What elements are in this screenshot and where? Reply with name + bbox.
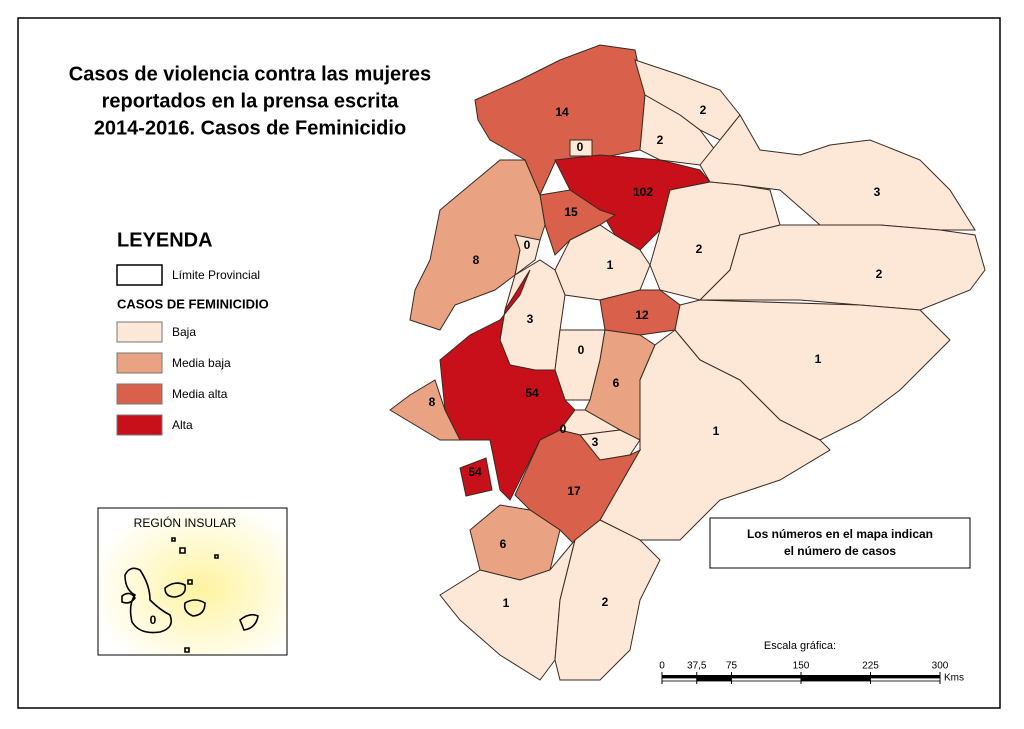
province-value: 6 (613, 376, 620, 390)
scale-segment (870, 675, 940, 678)
inset-title: REGIÓN INSULAR (134, 515, 237, 530)
scale-segment (731, 677, 802, 682)
province (554, 519, 661, 681)
province-value: 0 (560, 422, 567, 436)
province-value: 2 (602, 595, 609, 609)
scale-tick-label: 0 (659, 661, 665, 672)
province-value: 8 (473, 253, 480, 267)
scale-segment (801, 675, 871, 678)
province-value: 54 (468, 465, 482, 479)
province (514, 429, 642, 551)
island (121, 592, 136, 604)
title-line: reportados en la prensa escrita (102, 90, 400, 112)
title: Casos de violencia contra las mujeres re… (69, 63, 431, 139)
scale-tick-label: 75 (726, 661, 738, 672)
province-value: 3 (874, 185, 881, 199)
province-value: 102 (633, 185, 653, 199)
scale-tick-label: 37,5 (687, 661, 707, 672)
legend-category-title: CASOS DE FEMINICIDIO (117, 296, 269, 311)
province (439, 269, 576, 501)
province-value: 1 (607, 258, 614, 272)
province-value: 1 (713, 424, 720, 438)
province-value: 2 (696, 242, 703, 256)
legend-swatch (116, 414, 163, 436)
legend-swatch (116, 383, 163, 405)
province-value: 8 (429, 395, 436, 409)
scale-segment (870, 677, 941, 682)
legend-boundary-label: Límite Provincial (172, 268, 260, 282)
scale-unit: Kms (944, 673, 964, 684)
legend-swatch (116, 352, 163, 374)
province (389, 379, 461, 441)
province-value: 2 (657, 133, 664, 147)
province-value: 17 (567, 484, 581, 498)
province-value: 0 (577, 140, 584, 154)
scale-tick-label: 300 (932, 661, 949, 672)
province-value: 0 (524, 238, 531, 252)
scale-segment (662, 675, 697, 678)
island (183, 599, 206, 617)
scale-segment (661, 677, 698, 682)
legend-label: Media baja (172, 356, 231, 370)
title-line: Casos de violencia contra las mujeres (69, 63, 431, 85)
province-value: 15 (564, 205, 578, 219)
province-value: 14 (555, 105, 569, 119)
legend-heading: LEYENDA (117, 229, 213, 251)
province-value: 2 (700, 103, 707, 117)
islands (121, 537, 259, 653)
province-value: 54 (525, 386, 539, 400)
province-value: 3 (527, 312, 534, 326)
island (164, 582, 187, 598)
province (699, 114, 976, 231)
legend-label: Media alta (172, 387, 228, 401)
legend-label: Alta (172, 418, 193, 432)
province-value: 12 (635, 308, 649, 322)
inset-value: 0 (150, 613, 157, 627)
legend: Baja Media baja Media alta Alta (116, 321, 231, 436)
frame (17, 17, 1001, 709)
scale-tick-label: 225 (862, 661, 879, 672)
note-line: Los números en el mapa indican (747, 527, 933, 541)
province (514, 234, 541, 277)
province (459, 457, 493, 497)
scale-title: Escala gráfica: (764, 640, 836, 652)
province-value: 3 (592, 435, 599, 449)
title-line: 2014-2016. Casos de Feminicidio (94, 117, 406, 139)
legend-swatch (116, 321, 163, 343)
province-value: 1 (503, 596, 510, 610)
legend-label: Baja (172, 325, 196, 339)
note-line: el número de casos (784, 544, 896, 558)
province-value: 0 (578, 343, 585, 357)
province-value: 6 (500, 537, 507, 551)
province (698, 224, 986, 311)
island (239, 613, 259, 631)
scale-segment (800, 677, 871, 682)
scale-segment (696, 675, 732, 678)
scale-segment (731, 675, 801, 678)
scale-bar: 0 37,5 75 150 225 300 (659, 661, 949, 684)
note-box (709, 517, 971, 569)
province-value: 1 (815, 352, 822, 366)
legend-boundary-swatch (116, 264, 163, 286)
province-value: 2 (876, 267, 883, 281)
scale-segment (696, 677, 732, 682)
islet (171, 537, 219, 653)
scale-tick-label: 150 (793, 661, 810, 672)
